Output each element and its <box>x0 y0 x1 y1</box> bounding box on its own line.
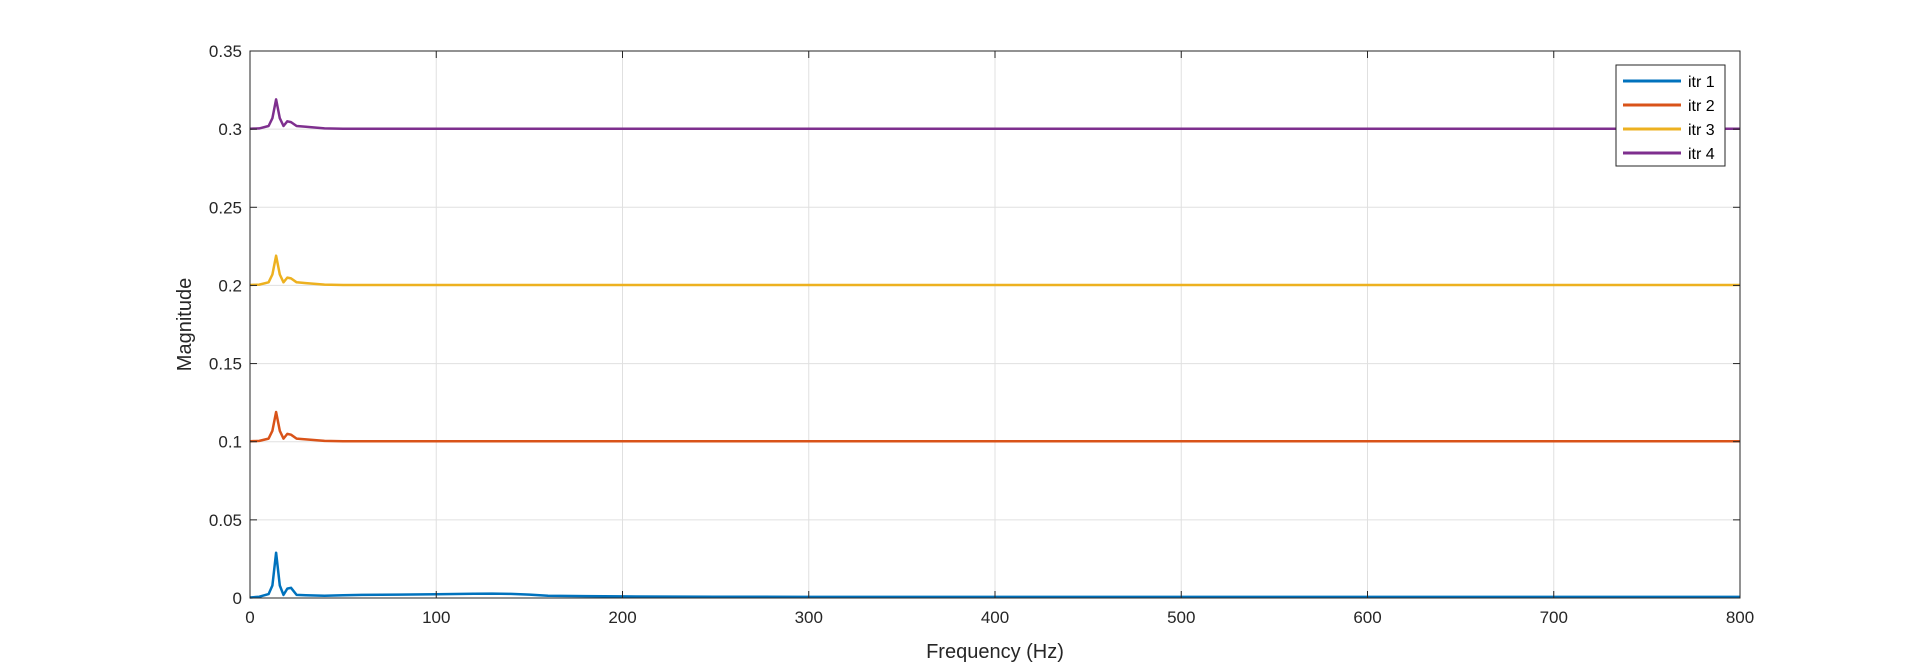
y-tick-label: 0.05 <box>209 511 242 530</box>
y-tick-label: 0.15 <box>209 355 242 374</box>
x-tick-label: 300 <box>795 608 823 627</box>
y-tick-label: 0.35 <box>209 42 242 61</box>
y-tick-label: 0 <box>233 589 242 608</box>
x-tick-label: 400 <box>981 608 1009 627</box>
x-tick-label: 200 <box>608 608 636 627</box>
x-tick-label: 500 <box>1167 608 1195 627</box>
x-tick-label: 0 <box>245 608 254 627</box>
y-tick-label: 0.25 <box>209 198 242 217</box>
series-line-itr-2 <box>249 410 1740 443</box>
legend-label-itr-1: itr 1 <box>1688 74 1715 91</box>
y-tick-label: 0.1 <box>218 433 242 452</box>
legend-label-itr-4: itr 4 <box>1688 146 1715 163</box>
series-line-itr-3 <box>249 254 1740 287</box>
y-tick-label: 0.3 <box>218 120 242 139</box>
x-tick-label: 100 <box>422 608 450 627</box>
y-tick-labels: 0 0.05 0.1 0.15 0.2 0.25 0.3 0.35 <box>209 42 242 608</box>
axis-ticks <box>249 50 1741 599</box>
y-tick-label: 0.2 <box>218 276 242 295</box>
x-tick-label: 800 <box>1726 608 1754 627</box>
x-tick-label: 700 <box>1540 608 1568 627</box>
legend: itr 1 itr 2 itr 3 itr 4 <box>1615 64 1726 167</box>
x-tick-label: 600 <box>1353 608 1381 627</box>
series-line-itr-1 <box>249 551 1740 599</box>
legend-label-itr-3: itr 3 <box>1688 122 1715 139</box>
series-line-itr-4 <box>249 98 1740 130</box>
x-tick-labels: 0 100 200 300 400 500 600 700 800 <box>245 608 1754 627</box>
x-axis-label: Frequency (Hz) <box>926 641 1064 663</box>
series-layer <box>249 98 1740 599</box>
legend-label-itr-2: itr 2 <box>1688 98 1715 115</box>
y-axis-label: Magnitude <box>174 278 196 371</box>
